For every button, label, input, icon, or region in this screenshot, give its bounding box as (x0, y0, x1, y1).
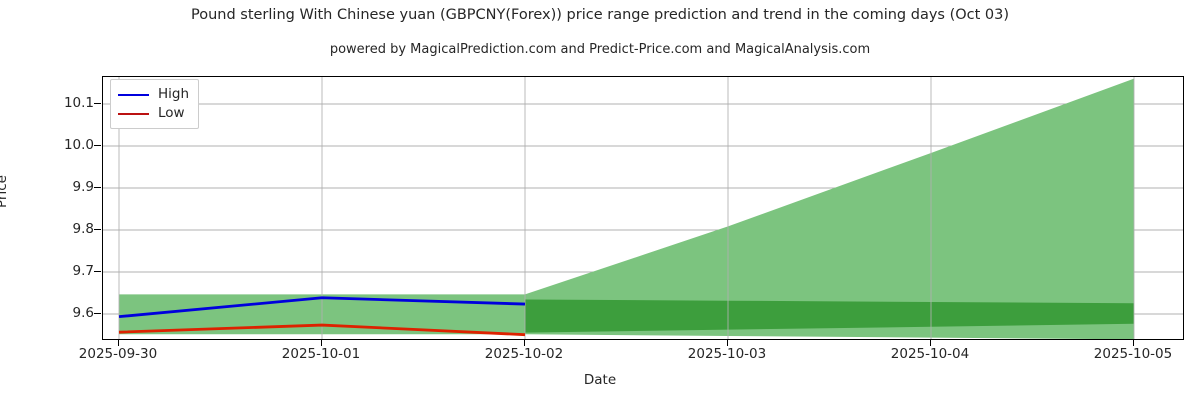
chart-legend[interactable]: High Low (110, 79, 200, 129)
y-tick-label: 9.8 (72, 221, 94, 237)
outer-range-band (119, 78, 1134, 339)
legend-item-low[interactable]: Low (118, 104, 189, 123)
x-tick-mark (117, 340, 119, 346)
x-tick-mark (1132, 340, 1134, 346)
legend-label: High (158, 86, 190, 102)
y-tick-mark (94, 144, 101, 146)
y-axis-tick-labels: 10.1 10.0 9.9 9.8 9.7 9.6 (0, 0, 101, 400)
y-tick-mark (94, 270, 101, 272)
chart-title: Pound sterling With Chinese yuan (GBPCNY… (190, 7, 1010, 23)
legend-swatch-low (118, 112, 149, 115)
x-axis-label: Date (583, 372, 617, 388)
y-tick-label: 10.1 (63, 95, 94, 111)
legend-item-high[interactable]: High (118, 85, 189, 104)
chart-subtitle: powered by MagicalPrediction.com and Pre… (329, 42, 871, 57)
x-tick-label: 2025-10-05 (1093, 346, 1173, 362)
x-tick-label: 2025-10-03 (687, 346, 767, 362)
legend-swatch-high (118, 93, 149, 96)
plot-canvas (103, 77, 1183, 339)
legend-label: Low (158, 105, 185, 121)
x-tick-label: 2025-10-01 (281, 346, 361, 362)
y-tick-mark (94, 228, 101, 230)
inner-prediction-band (525, 299, 1134, 333)
y-tick-label: 9.6 (72, 305, 94, 321)
y-tick-mark (94, 186, 101, 188)
y-tick-label: 9.7 (72, 263, 94, 279)
x-tick-mark (523, 340, 525, 346)
y-tick-label: 9.9 (72, 179, 94, 195)
x-tick-label: 2025-10-04 (890, 346, 970, 362)
y-tick-mark (94, 102, 101, 104)
x-tick-mark (726, 340, 728, 346)
x-tick-mark (929, 340, 931, 346)
y-tick-mark (94, 312, 101, 314)
plot-area (102, 76, 1184, 340)
x-tick-mark (320, 340, 322, 346)
series-line-high (118, 296, 526, 319)
x-tick-label: 2025-10-02 (484, 346, 564, 362)
data-lines (118, 296, 526, 337)
x-tick-label: 2025-09-30 (78, 346, 158, 362)
series-line-low (118, 323, 526, 337)
y-tick-label: 10.0 (63, 137, 94, 153)
range-bands (119, 78, 1134, 339)
